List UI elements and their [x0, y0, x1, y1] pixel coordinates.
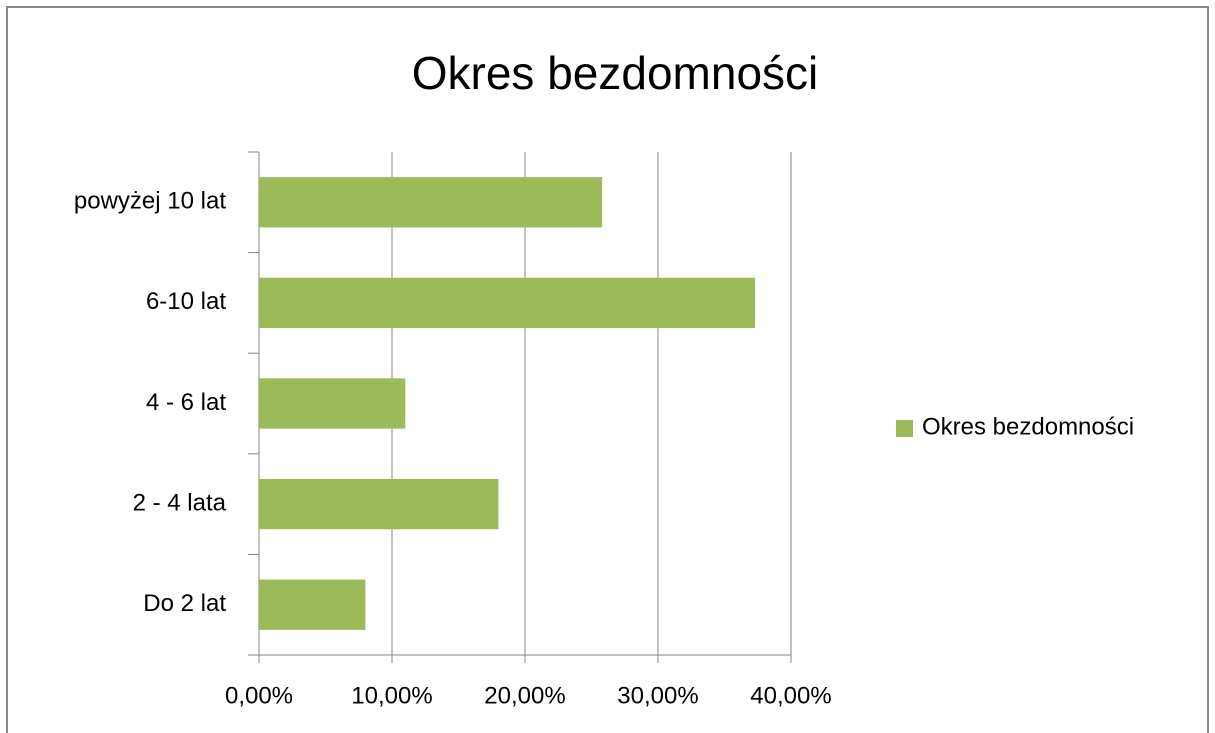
bar — [259, 277, 756, 329]
x-tick-label: 20,00% — [484, 682, 565, 709]
legend-label: Okres bezdomności — [922, 413, 1134, 440]
bar — [259, 579, 366, 630]
bar — [259, 478, 499, 530]
y-tick-label: 6-10 lat — [146, 288, 226, 315]
legend-swatch — [896, 420, 913, 437]
y-tick-label: 4 - 6 lat — [146, 389, 226, 416]
chart-frame — [6, 6, 1209, 733]
y-tick-label: Do 2 lat — [143, 590, 226, 617]
y-tick-label: 2 - 4 lata — [133, 489, 227, 516]
chart-title: Okres bezdomności — [412, 47, 819, 99]
x-tick-label: 10,00% — [351, 682, 432, 709]
x-tick-label: 40,00% — [750, 682, 831, 709]
bar — [259, 378, 406, 429]
bar — [259, 177, 603, 228]
y-tick-label: powyżej 10 lat — [74, 188, 226, 215]
x-tick-label: 30,00% — [617, 682, 698, 709]
x-tick-label: 0,00% — [225, 682, 293, 709]
